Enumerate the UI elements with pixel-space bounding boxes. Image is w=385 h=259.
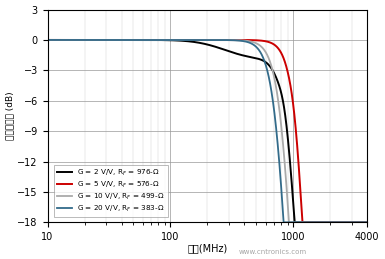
G = 10 V/V, R$_F$ = 499-Ω <box>45 38 50 41</box>
G = 10 V/V, R$_F$ = 499-Ω <box>365 221 370 224</box>
G = 2 V/V, R$_F$ = 976-Ω <box>359 221 363 224</box>
G = 10 V/V, R$_F$ = 499-Ω <box>168 38 172 41</box>
G = 20 V/V, R$_F$ = 383-Ω <box>281 221 286 224</box>
G = 10 V/V, R$_F$ = 499-Ω <box>287 221 291 224</box>
G = 20 V/V, R$_F$ = 383-Ω <box>100 38 105 41</box>
X-axis label: 频率(MHz): 频率(MHz) <box>187 243 228 254</box>
G = 5 V/V, R$_F$ = 576-Ω <box>324 221 329 224</box>
G = 20 V/V, R$_F$ = 383-Ω <box>182 38 186 41</box>
G = 20 V/V, R$_F$ = 383-Ω <box>82 38 86 41</box>
G = 2 V/V, R$_F$ = 976-Ω <box>324 221 329 224</box>
G = 20 V/V, R$_F$ = 383-Ω <box>168 38 172 41</box>
G = 2 V/V, R$_F$ = 976-Ω <box>100 38 105 41</box>
G = 5 V/V, R$_F$ = 576-Ω <box>182 38 186 41</box>
G = 5 V/V, R$_F$ = 576-Ω <box>168 38 172 41</box>
G = 10 V/V, R$_F$ = 499-Ω <box>324 221 329 224</box>
G = 20 V/V, R$_F$ = 383-Ω <box>365 221 370 224</box>
G = 2 V/V, R$_F$ = 976-Ω <box>82 38 86 41</box>
G = 10 V/V, R$_F$ = 499-Ω <box>82 38 86 41</box>
G = 5 V/V, R$_F$ = 576-Ω <box>100 38 105 41</box>
G = 2 V/V, R$_F$ = 976-Ω <box>365 221 370 224</box>
G = 20 V/V, R$_F$ = 383-Ω <box>45 38 50 41</box>
Line: G = 10 V/V, R$_F$ = 499-Ω: G = 10 V/V, R$_F$ = 499-Ω <box>48 40 367 222</box>
G = 5 V/V, R$_F$ = 576-Ω <box>365 221 370 224</box>
Legend: G = 2 V/V, R$_F$ = 976-Ω, G = 5 V/V, R$_F$ = 576-Ω, G = 10 V/V, R$_F$ = 499-Ω, G: G = 2 V/V, R$_F$ = 976-Ω, G = 5 V/V, R$_… <box>54 165 168 217</box>
G = 2 V/V, R$_F$ = 976-Ω <box>45 38 50 41</box>
G = 2 V/V, R$_F$ = 976-Ω <box>182 39 186 42</box>
G = 5 V/V, R$_F$ = 576-Ω <box>82 38 86 41</box>
G = 20 V/V, R$_F$ = 383-Ω <box>324 221 329 224</box>
Line: G = 2 V/V, R$_F$ = 976-Ω: G = 2 V/V, R$_F$ = 976-Ω <box>48 40 367 222</box>
G = 5 V/V, R$_F$ = 576-Ω <box>359 221 363 224</box>
G = 20 V/V, R$_F$ = 383-Ω <box>359 221 363 224</box>
G = 10 V/V, R$_F$ = 499-Ω <box>100 38 105 41</box>
G = 2 V/V, R$_F$ = 976-Ω <box>168 39 172 42</box>
Line: G = 5 V/V, R$_F$ = 576-Ω: G = 5 V/V, R$_F$ = 576-Ω <box>48 40 367 222</box>
G = 5 V/V, R$_F$ = 576-Ω <box>45 38 50 41</box>
G = 2 V/V, R$_F$ = 976-Ω <box>293 221 297 224</box>
Text: www.cntronics.com: www.cntronics.com <box>239 249 307 255</box>
G = 10 V/V, R$_F$ = 499-Ω <box>359 221 363 224</box>
Y-axis label: 归一化增益 (dB): 归一化增益 (dB) <box>5 92 15 140</box>
Line: G = 20 V/V, R$_F$ = 383-Ω: G = 20 V/V, R$_F$ = 383-Ω <box>48 40 367 222</box>
G = 10 V/V, R$_F$ = 499-Ω <box>182 38 186 41</box>
G = 5 V/V, R$_F$ = 576-Ω <box>300 221 305 224</box>
